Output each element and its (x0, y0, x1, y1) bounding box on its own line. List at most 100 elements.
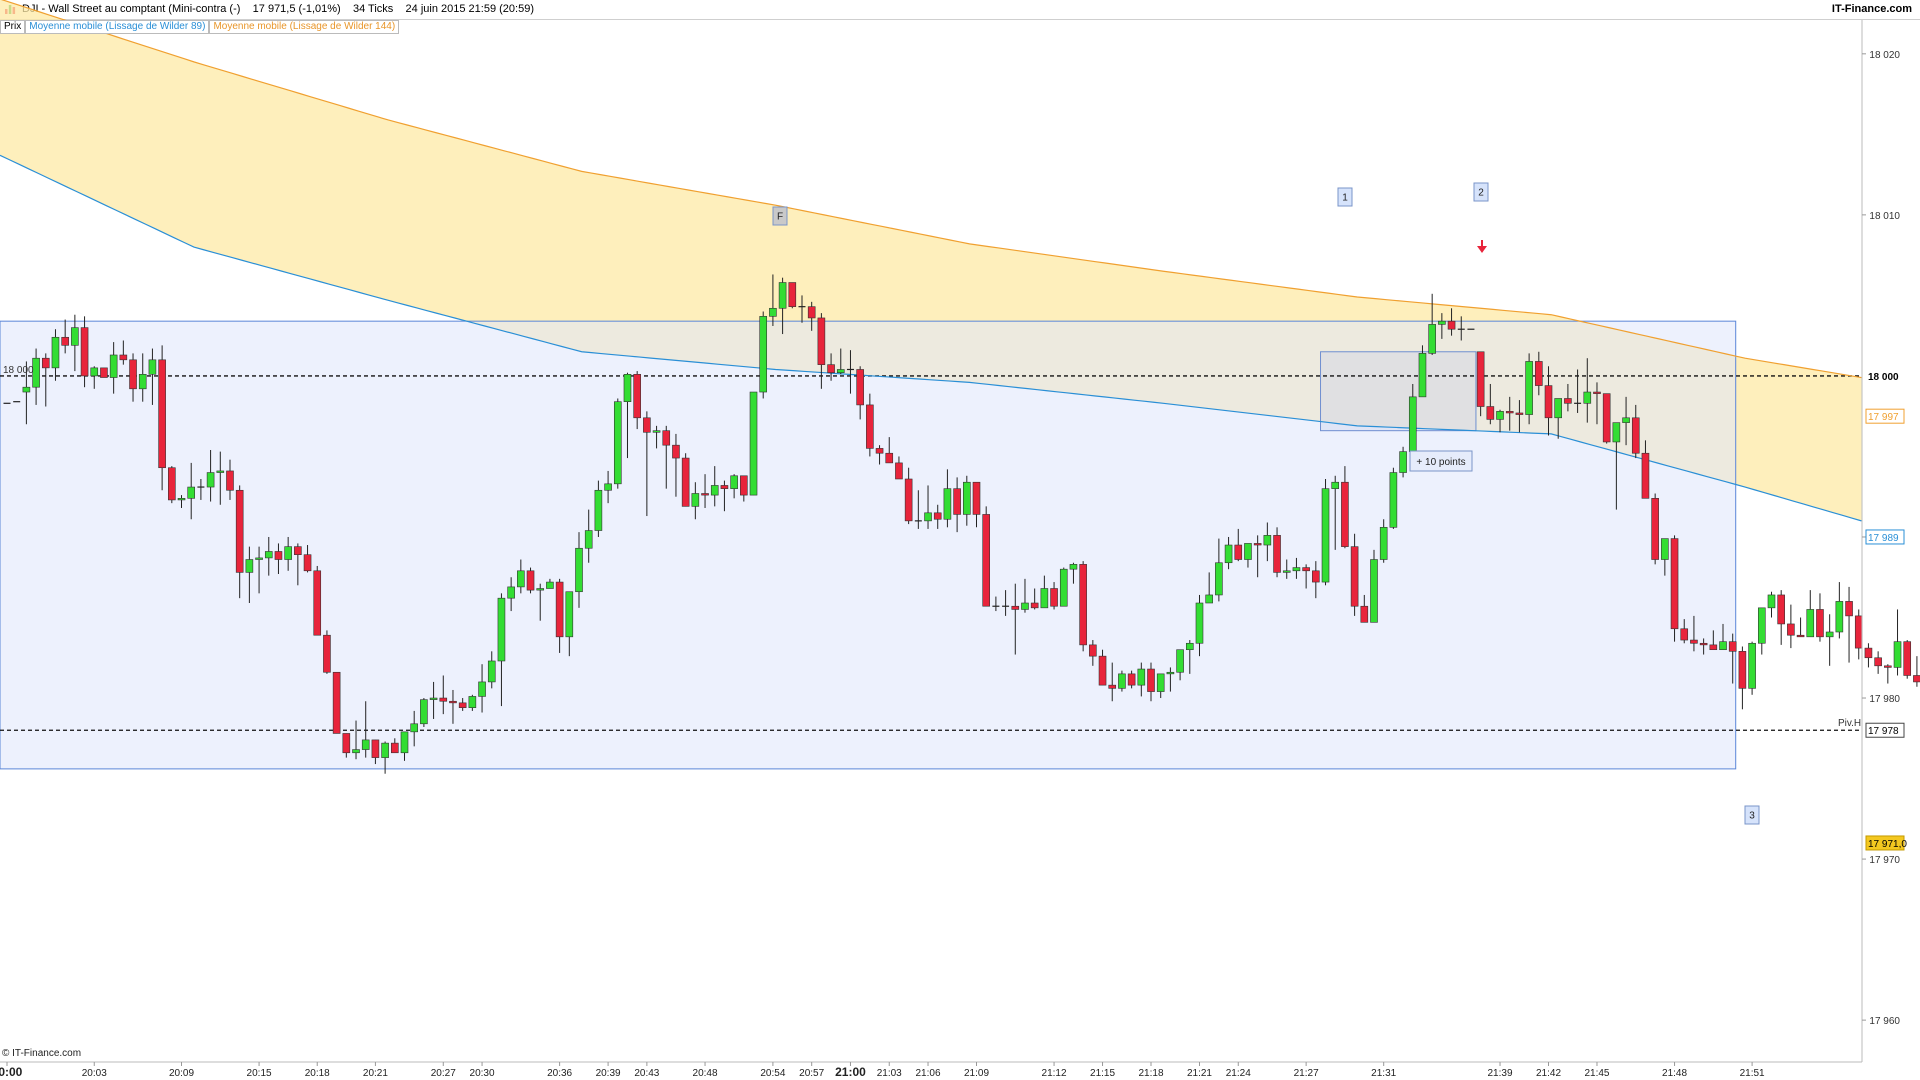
candle[interactable] (264, 536, 273, 576)
candle[interactable] (1816, 593, 1824, 642)
candle[interactable] (953, 477, 961, 533)
candle[interactable] (390, 738, 399, 754)
candle[interactable] (1059, 567, 1068, 607)
candle[interactable] (400, 731, 409, 761)
candle[interactable] (1021, 578, 1029, 613)
candle[interactable] (1282, 559, 1291, 579)
candle[interactable] (429, 681, 438, 719)
candle[interactable] (148, 348, 157, 405)
candle[interactable] (807, 301, 816, 331)
candle[interactable] (1913, 656, 1920, 687)
candle[interactable] (1806, 590, 1815, 638)
candle[interactable] (352, 720, 360, 760)
candle[interactable] (1874, 651, 1882, 674)
candle[interactable] (584, 509, 593, 563)
candle[interactable] (1263, 522, 1272, 562)
candle[interactable] (226, 459, 234, 500)
legend-price[interactable]: Prix (0, 20, 26, 34)
candle[interactable] (1835, 582, 1844, 639)
candle[interactable] (51, 329, 60, 381)
marker-2[interactable]: 2 (1473, 182, 1489, 202)
candle[interactable] (284, 536, 292, 571)
candle[interactable] (1486, 383, 1495, 425)
candle[interactable] (662, 425, 671, 489)
candle[interactable] (1622, 396, 1630, 446)
candle[interactable] (536, 583, 545, 621)
candle[interactable] (32, 348, 40, 405)
candle[interactable] (1525, 353, 1533, 425)
candle[interactable] (1418, 345, 1427, 398)
candle[interactable] (1137, 662, 1146, 697)
legend-ma-89[interactable]: Moyenne mobile (Lissage de Wilder 89) (25, 20, 210, 34)
candle[interactable] (895, 456, 903, 480)
candle[interactable] (313, 565, 322, 636)
candle[interactable] (1224, 536, 1233, 570)
candle[interactable] (177, 495, 186, 508)
candle[interactable] (332, 671, 341, 734)
candle[interactable] (1583, 358, 1592, 423)
candle[interactable] (41, 353, 50, 407)
candle[interactable] (323, 630, 331, 674)
candle[interactable] (274, 543, 283, 575)
candle[interactable] (594, 480, 603, 537)
candle[interactable] (982, 506, 990, 607)
candle[interactable] (604, 470, 612, 504)
candle[interactable] (1030, 588, 1039, 610)
candle[interactable] (846, 350, 854, 394)
candle[interactable] (1457, 316, 1465, 341)
candle[interactable] (740, 475, 748, 502)
candle[interactable] (129, 353, 137, 402)
candle[interactable] (1399, 446, 1407, 478)
candle[interactable] (1176, 649, 1184, 681)
candle[interactable] (458, 698, 467, 711)
candle[interactable] (449, 689, 457, 724)
candle[interactable] (1719, 623, 1727, 651)
candle[interactable] (1738, 646, 1747, 710)
candle[interactable] (1011, 583, 1020, 655)
candle[interactable] (381, 741, 389, 774)
candle[interactable] (109, 342, 118, 394)
ma-144-line[interactable] (0, 0, 1862, 379)
candle[interactable] (1098, 649, 1107, 686)
candle[interactable] (168, 466, 176, 504)
candle[interactable] (1108, 662, 1117, 702)
candle[interactable] (1845, 586, 1853, 663)
candle[interactable] (216, 451, 225, 505)
candle[interactable] (1777, 590, 1785, 645)
candle[interactable] (468, 694, 477, 711)
candle[interactable] (1651, 493, 1659, 565)
candle[interactable] (1147, 662, 1155, 702)
candle[interactable] (71, 314, 79, 372)
candle[interactable] (1631, 404, 1640, 459)
ma-89-line[interactable] (0, 154, 1862, 522)
candle[interactable] (1903, 640, 1912, 679)
candle[interactable] (478, 664, 486, 713)
candle[interactable] (1050, 582, 1058, 610)
candle[interactable] (1118, 670, 1126, 692)
candle[interactable] (672, 433, 680, 497)
candle[interactable] (710, 466, 719, 507)
candle[interactable] (555, 578, 564, 653)
candle[interactable] (1292, 557, 1301, 579)
candle[interactable] (1505, 396, 1514, 431)
candle[interactable] (681, 453, 690, 507)
f-marker[interactable]: F (772, 206, 788, 226)
candle[interactable] (1748, 641, 1756, 695)
down-arrow-icon[interactable] (1477, 240, 1487, 253)
candle[interactable] (361, 701, 370, 758)
candle[interactable] (1661, 538, 1669, 576)
candle[interactable] (565, 591, 574, 657)
candle[interactable] (1185, 640, 1194, 674)
candle[interactable] (1156, 673, 1165, 699)
candle[interactable] (1699, 638, 1708, 655)
candle[interactable] (1205, 572, 1213, 604)
candle[interactable] (1496, 409, 1504, 433)
candle[interactable] (100, 367, 108, 378)
candle[interactable] (158, 345, 166, 491)
candle[interactable] (643, 411, 651, 517)
candle[interactable] (1447, 308, 1456, 336)
candle[interactable] (759, 311, 768, 399)
candle[interactable] (1302, 564, 1310, 589)
candle[interactable] (798, 295, 806, 323)
